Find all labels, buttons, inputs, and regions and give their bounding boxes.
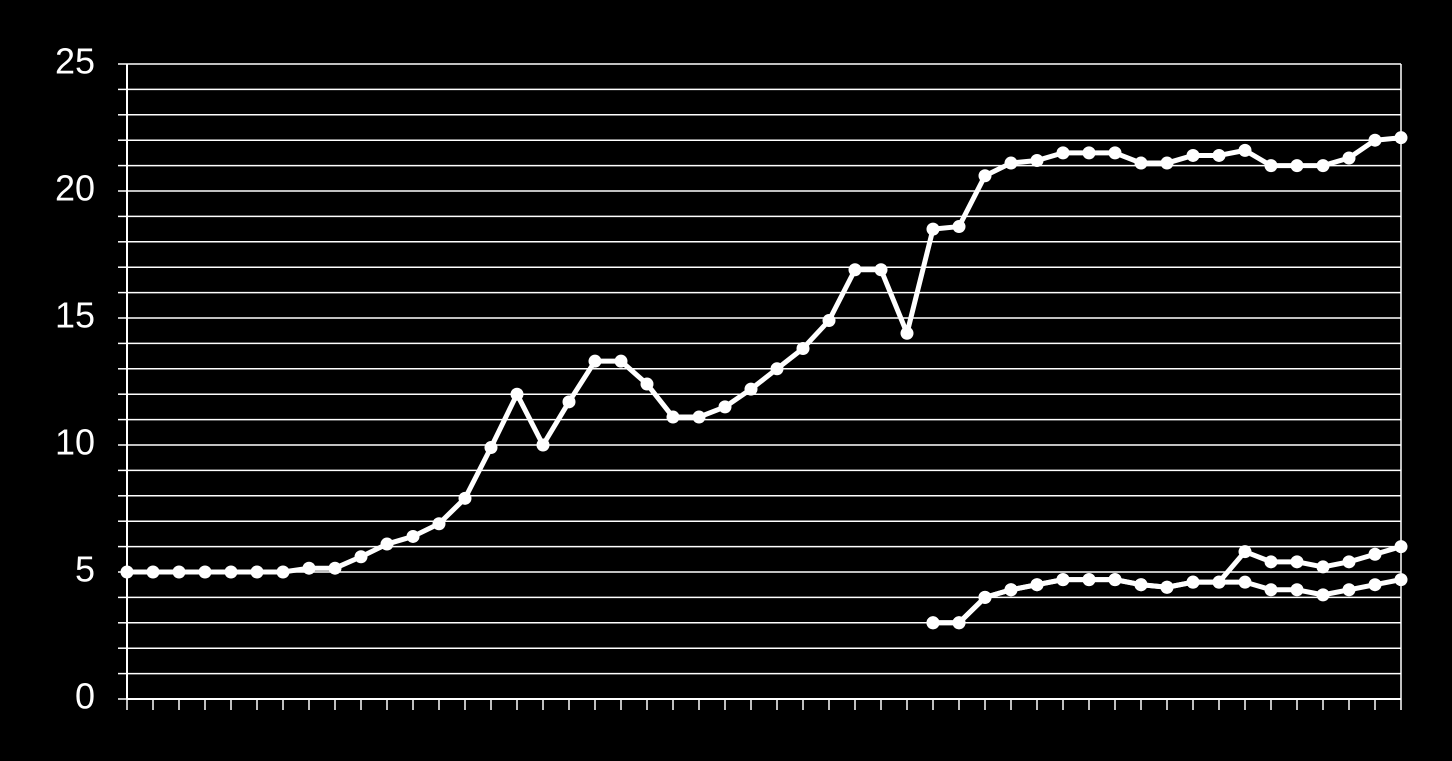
point — [380, 537, 394, 551]
y-tick-label: 10 — [55, 422, 95, 463]
point — [172, 565, 186, 579]
point — [1212, 148, 1226, 162]
point — [1264, 555, 1278, 569]
point — [198, 565, 212, 579]
point — [1394, 131, 1408, 145]
point — [1394, 573, 1408, 587]
point — [796, 341, 810, 355]
point — [744, 382, 758, 396]
point — [458, 491, 472, 505]
point — [328, 561, 342, 575]
point — [1082, 146, 1096, 160]
point — [146, 565, 160, 579]
point — [848, 263, 862, 277]
point — [692, 410, 706, 424]
point — [926, 616, 940, 630]
point — [952, 220, 966, 234]
point — [1238, 143, 1252, 157]
point — [874, 263, 888, 277]
point — [666, 410, 680, 424]
point — [1342, 151, 1356, 165]
point — [562, 395, 576, 409]
point — [276, 565, 290, 579]
point — [1316, 560, 1330, 574]
point — [1290, 555, 1304, 569]
point — [1342, 555, 1356, 569]
point — [536, 438, 550, 452]
point — [1290, 159, 1304, 173]
point — [1316, 159, 1330, 173]
point — [822, 314, 836, 328]
point — [1264, 159, 1278, 173]
y-tick-label: 5 — [75, 549, 95, 590]
point — [1368, 578, 1382, 592]
point — [224, 565, 238, 579]
point — [406, 529, 420, 543]
point — [1160, 580, 1174, 594]
point — [770, 362, 784, 376]
point — [1186, 148, 1200, 162]
point — [1108, 573, 1122, 587]
y-tick-label: 15 — [55, 295, 95, 336]
point — [1290, 583, 1304, 597]
y-tick-label: 0 — [75, 676, 95, 717]
point — [120, 565, 134, 579]
point — [1342, 583, 1356, 597]
point — [952, 616, 966, 630]
point — [1238, 545, 1252, 559]
point — [1186, 575, 1200, 589]
point — [1368, 547, 1382, 561]
point — [614, 354, 628, 368]
y-tick-label: 25 — [55, 41, 95, 82]
point — [302, 561, 316, 575]
point — [1030, 154, 1044, 168]
point — [900, 326, 914, 340]
point — [1212, 575, 1226, 589]
point — [484, 441, 498, 455]
point — [1160, 156, 1174, 170]
point — [640, 377, 654, 391]
point — [1004, 583, 1018, 597]
point — [250, 565, 264, 579]
point — [1238, 575, 1252, 589]
point — [1316, 588, 1330, 602]
y-tick-label: 20 — [55, 168, 95, 209]
point — [978, 169, 992, 183]
point — [1056, 573, 1070, 587]
point — [1056, 146, 1070, 160]
point — [1134, 578, 1148, 592]
point — [354, 550, 368, 564]
point — [1134, 156, 1148, 170]
point — [1394, 540, 1408, 554]
point — [588, 354, 602, 368]
point — [1004, 156, 1018, 170]
point — [718, 400, 732, 414]
point — [978, 590, 992, 604]
point — [926, 222, 940, 236]
point — [1082, 573, 1096, 587]
point — [432, 517, 446, 531]
point — [1108, 146, 1122, 160]
point — [1264, 583, 1278, 597]
point — [510, 387, 524, 401]
point — [1368, 133, 1382, 147]
point — [1030, 578, 1044, 592]
